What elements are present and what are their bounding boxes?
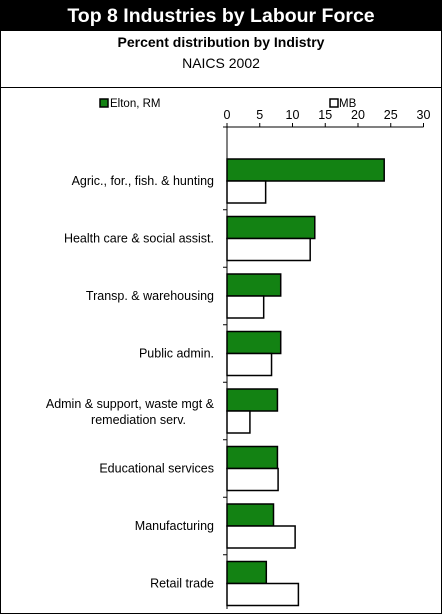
category-label: Health care & social assist. [64, 232, 214, 246]
chart-subtitle-classification: NAICS 2002 [182, 55, 260, 71]
category-label: Transp. & warehousing [86, 289, 214, 303]
bars [226, 158, 385, 607]
legend: Elton, RM MB [99, 98, 357, 110]
bar-elton [226, 273, 282, 297]
category-label: Manufacturing [135, 519, 214, 533]
bar-elton [226, 215, 316, 240]
bar-elton [226, 503, 275, 527]
legend-label-elton: Elton, RM [110, 98, 161, 110]
category-label: Public admin. [139, 347, 214, 361]
bar-mb [226, 180, 267, 204]
x-tick-label: 25 [384, 108, 398, 122]
chart-subtitle: Percent distribution by Indistry [117, 34, 325, 50]
bar-chart: Elton, RM MB 0 5 10 15 20 25 30 Agric., for., f… [46, 98, 431, 609]
category-label: Educational services [99, 462, 214, 476]
x-tick-label: 20 [351, 108, 365, 122]
bar-mb [226, 352, 273, 377]
x-tick-label: 5 [256, 108, 263, 122]
x-tick-label: 15 [318, 108, 332, 122]
bar-mb [226, 410, 251, 434]
category-label: Agric., for., fish. & hunting [72, 174, 214, 188]
bar-mb [226, 295, 265, 319]
bar-elton [226, 158, 385, 182]
bar-elton [226, 560, 268, 585]
header-divider [1, 87, 441, 88]
bar-elton [226, 445, 279, 470]
category-label: Retail trade [150, 577, 214, 591]
x-tick-label: 30 [417, 108, 431, 122]
legend-label-mb: MB [339, 98, 357, 110]
chart-title: Top 8 Industries by Labour Force [1, 1, 441, 31]
legend-swatch-elton [99, 98, 109, 108]
x-tick-label: 0 [224, 108, 231, 122]
bar-mb [226, 582, 300, 607]
bar-mb [226, 467, 279, 492]
bar-mb [226, 237, 311, 262]
bar-elton [226, 388, 279, 412]
legend-swatch-mb [329, 98, 339, 108]
bar-mb [226, 525, 296, 549]
category-label: Admin & support, waste mgt & remediation … [46, 397, 215, 427]
x-tick-label: 10 [286, 108, 300, 122]
category-labels: Agric., for., fish. & hunting Health care… [46, 174, 215, 591]
bar-elton [226, 330, 282, 355]
